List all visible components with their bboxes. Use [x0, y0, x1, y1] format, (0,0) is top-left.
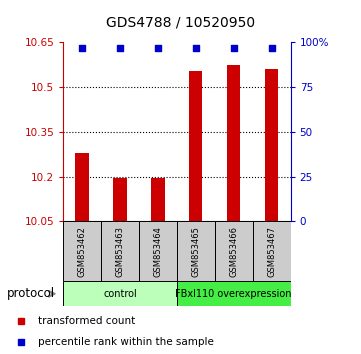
- Point: [155, 45, 161, 51]
- Point: [193, 45, 199, 51]
- Bar: [63, 221, 101, 281]
- Bar: [227, 65, 240, 221]
- Point: [269, 45, 274, 51]
- Text: GSM853466: GSM853466: [229, 226, 238, 277]
- Point: [117, 45, 123, 51]
- Text: GSM853463: GSM853463: [116, 226, 125, 277]
- Bar: [177, 281, 291, 306]
- Bar: [177, 221, 215, 281]
- Bar: [215, 221, 253, 281]
- Text: percentile rank within the sample: percentile rank within the sample: [38, 337, 214, 347]
- Bar: [151, 178, 165, 221]
- Bar: [189, 71, 203, 221]
- Bar: [253, 221, 291, 281]
- Bar: [75, 153, 89, 221]
- Text: GSM853465: GSM853465: [191, 226, 200, 277]
- Text: GSM853467: GSM853467: [267, 226, 276, 277]
- Text: protocol: protocol: [7, 287, 55, 300]
- Text: GSM853462: GSM853462: [78, 226, 87, 277]
- Text: FBxl110 overexpression: FBxl110 overexpression: [175, 289, 292, 299]
- Text: GDS4788 / 10520950: GDS4788 / 10520950: [106, 16, 255, 30]
- Text: control: control: [103, 289, 137, 299]
- Point: [231, 45, 236, 51]
- Bar: [139, 221, 177, 281]
- Bar: [63, 281, 177, 306]
- Point: [79, 45, 85, 51]
- Text: transformed count: transformed count: [38, 316, 136, 326]
- Bar: [265, 69, 278, 221]
- Text: GSM853464: GSM853464: [153, 226, 162, 277]
- Bar: [113, 178, 127, 221]
- Bar: [101, 221, 139, 281]
